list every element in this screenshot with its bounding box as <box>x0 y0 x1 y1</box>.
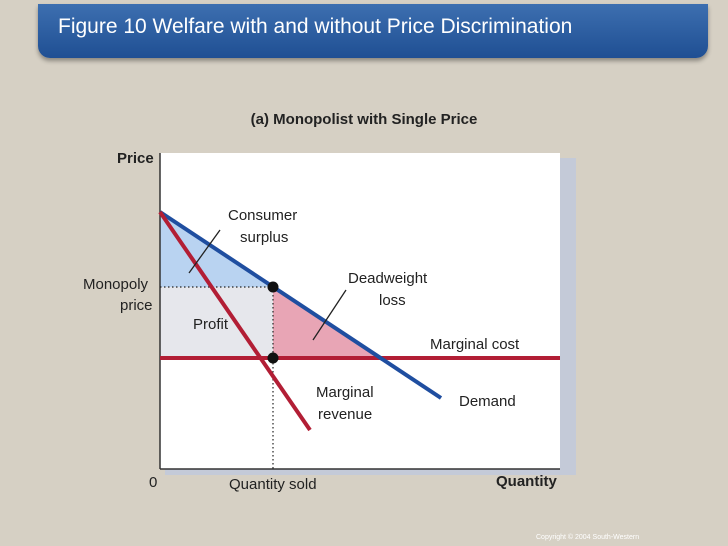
copyright-notice: Copyright © 2004 South-Western <box>536 534 640 541</box>
figure-title: Figure 10 Welfare with and without Price… <box>58 15 573 38</box>
marginal-revenue-curve <box>158 210 312 432</box>
panel-subtitle: (a) Monopolist with Single Price <box>250 111 478 128</box>
demand-curve <box>158 210 443 400</box>
plot-shadow-right <box>560 158 576 474</box>
deadweight-loss-label-line2: loss <box>379 292 406 309</box>
deadweight-loss-leader <box>312 289 347 341</box>
consumer-surplus-leader <box>188 229 221 274</box>
y-axis-label: Price <box>117 150 154 167</box>
profit-area <box>160 287 273 358</box>
mr-mc-intersection-point <box>267 352 279 364</box>
monopoly-point <box>267 281 279 293</box>
consumer-surplus-label-line1: Consumer <box>228 207 298 224</box>
origin-label: 0 <box>149 474 158 491</box>
title-bar <box>38 4 708 58</box>
marginal-revenue-label-line2: revenue <box>318 406 373 423</box>
quantity-sold-label: Quantity sold <box>229 476 317 493</box>
consumer-surplus-label-line2: surplus <box>240 229 289 246</box>
plot-shadow-bottom <box>165 469 576 475</box>
deadweight-loss-label-line1: Deadweight <box>348 270 428 287</box>
x-axis-label: Quantity <box>496 473 557 490</box>
demand-label: Demand <box>459 393 516 410</box>
marginal-cost-label: Marginal cost <box>430 336 520 353</box>
profit-label: Profit <box>193 316 229 333</box>
marginal-revenue-label-line1: Marginal <box>316 384 374 401</box>
monopoly-price-label-line2: price <box>120 297 153 314</box>
monopoly-price-label-line1: Monopoly <box>83 276 149 293</box>
